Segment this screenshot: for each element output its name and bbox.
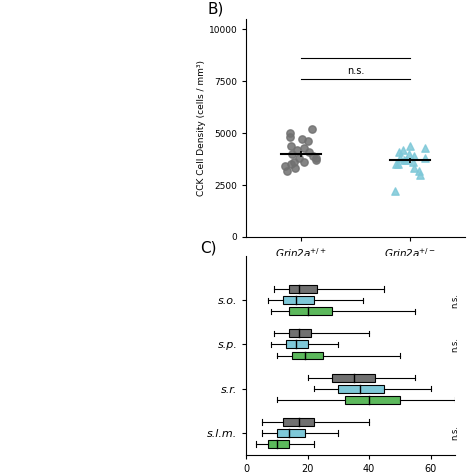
FancyBboxPatch shape xyxy=(283,296,314,304)
Point xyxy=(400,146,407,154)
Point xyxy=(396,155,404,162)
Text: C): C) xyxy=(201,240,217,255)
Text: B): B) xyxy=(207,1,224,17)
FancyBboxPatch shape xyxy=(290,307,332,315)
Point xyxy=(416,171,424,179)
Point xyxy=(312,155,319,162)
Point xyxy=(282,163,289,170)
Point xyxy=(286,134,293,141)
Point xyxy=(392,161,400,168)
FancyBboxPatch shape xyxy=(290,285,317,293)
Point xyxy=(402,156,410,164)
Y-axis label: CCK Cell Density (cells / mm³): CCK Cell Density (cells / mm³) xyxy=(197,60,206,196)
Text: n.s.: n.s. xyxy=(451,426,459,440)
Point xyxy=(421,144,428,152)
Point xyxy=(400,156,408,164)
Point xyxy=(305,148,312,155)
Point xyxy=(309,152,317,160)
Point xyxy=(298,136,306,143)
Point xyxy=(392,188,399,195)
FancyBboxPatch shape xyxy=(277,429,305,437)
FancyBboxPatch shape xyxy=(283,418,314,426)
Point xyxy=(283,167,291,174)
Point xyxy=(312,156,320,164)
Text: n.s.: n.s. xyxy=(347,66,364,76)
FancyBboxPatch shape xyxy=(268,440,290,448)
Point xyxy=(286,129,293,137)
Point xyxy=(301,144,308,152)
Point xyxy=(288,150,295,158)
FancyBboxPatch shape xyxy=(338,385,384,392)
Point xyxy=(291,164,298,172)
Point xyxy=(308,125,316,133)
Text: n.s.: n.s. xyxy=(451,337,459,352)
Point xyxy=(405,150,412,158)
FancyBboxPatch shape xyxy=(290,329,311,337)
Point xyxy=(416,167,423,174)
Text: n.s.: n.s. xyxy=(451,293,459,308)
Point xyxy=(287,142,294,149)
Point xyxy=(287,161,294,168)
FancyBboxPatch shape xyxy=(345,396,400,404)
Point xyxy=(295,155,302,162)
Point xyxy=(293,146,301,154)
Point xyxy=(407,142,414,149)
FancyBboxPatch shape xyxy=(332,374,375,382)
Point xyxy=(395,148,403,155)
Point xyxy=(410,152,418,160)
FancyBboxPatch shape xyxy=(292,352,323,359)
FancyBboxPatch shape xyxy=(286,340,308,348)
Point xyxy=(409,158,417,166)
Point xyxy=(394,161,402,168)
Point xyxy=(410,164,417,172)
Point xyxy=(291,158,298,166)
Point xyxy=(301,158,308,166)
Point xyxy=(421,155,429,162)
Point xyxy=(304,137,311,145)
